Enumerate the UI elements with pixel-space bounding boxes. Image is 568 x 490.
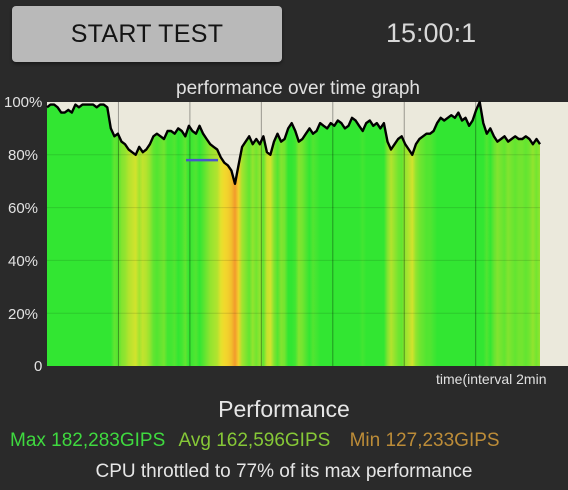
min-stat: Min 127,233GIPS: [349, 430, 500, 451]
avg-stat: Avg 162,596GIPS: [178, 430, 331, 451]
y-tick-label: 40%: [8, 253, 38, 270]
max-stat: Max 182,283GIPS: [10, 430, 166, 451]
y-tick-label: 20%: [8, 306, 38, 323]
throttle-message: CPU throttled to 77% of its max performa…: [95, 461, 473, 482]
y-tick-label: 0: [34, 358, 42, 372]
performance-title: Performance: [218, 396, 350, 422]
y-tick-label: 80%: [8, 147, 38, 164]
performance-chart: 100% 80% 60% 40% 20% 0: [4, 94, 568, 372]
y-axis-ticks: 100% 80% 60% 40% 20% 0: [4, 94, 42, 372]
graph-title: performance over time graph: [176, 78, 420, 99]
performance-stats: Max 182,283GIPS Avg 162,596GIPS Min 127,…: [10, 430, 500, 452]
timer-display: 15:00:1: [386, 18, 477, 48]
grid-lines: [47, 102, 540, 366]
y-tick-label: 100%: [4, 94, 42, 111]
start-test-button[interactable]: START TEST: [12, 6, 282, 62]
x-axis-label: time(interval 2min: [436, 371, 547, 387]
y-tick-label: 60%: [8, 200, 38, 217]
performance-line: [46, 100, 541, 185]
